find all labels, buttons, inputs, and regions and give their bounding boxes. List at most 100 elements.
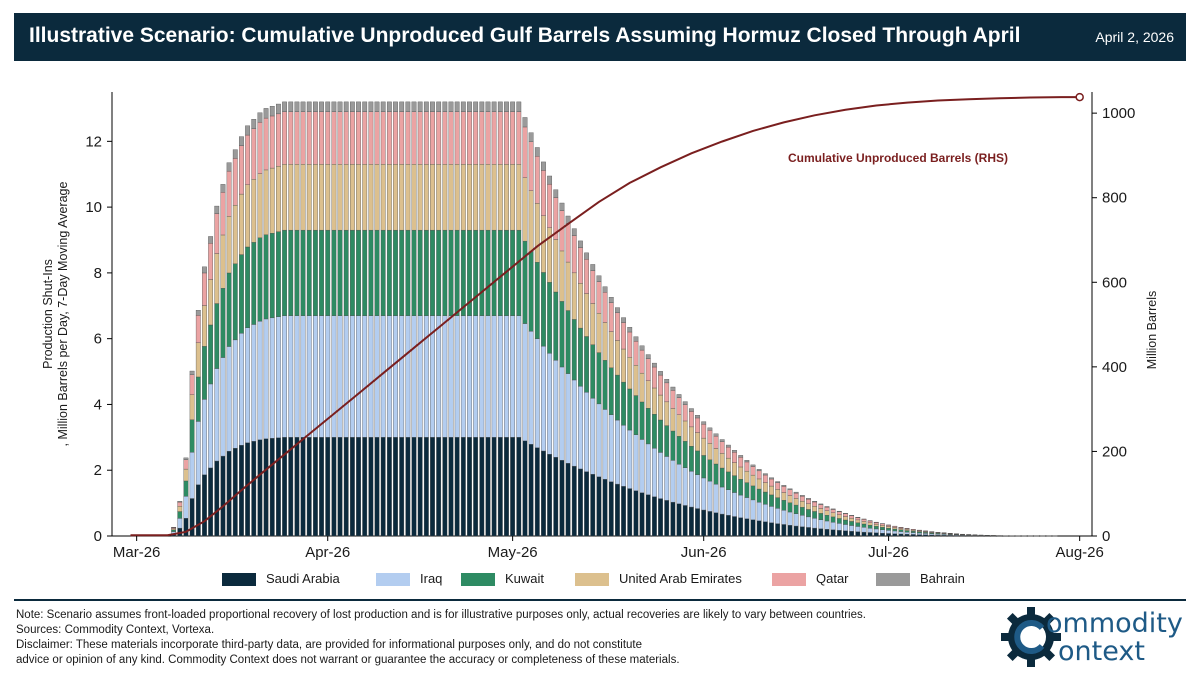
bar-segment <box>861 527 867 533</box>
bar-segment <box>769 506 774 523</box>
bar-segment <box>639 349 645 374</box>
bar-segment <box>189 370 195 375</box>
legend-label-bahrain: Bahrain <box>920 571 965 586</box>
bar-segment <box>596 403 602 478</box>
bar-segment <box>849 531 855 537</box>
bar-segment <box>682 404 688 422</box>
bar-segment <box>467 101 472 112</box>
bar-segment <box>528 132 534 142</box>
bar-segment <box>910 532 916 535</box>
bar-segment <box>584 259 589 294</box>
bar-segment <box>208 383 214 469</box>
bar-segment <box>534 203 540 263</box>
bar-segment <box>799 495 805 497</box>
bar-segment <box>621 381 626 426</box>
bar-segment <box>553 360 559 458</box>
bar-segment <box>861 519 867 522</box>
bar-segment <box>491 315 497 438</box>
bar-segment <box>608 414 614 482</box>
bar-segment <box>220 455 226 537</box>
bar-segment <box>448 437 454 537</box>
bar-segment <box>220 184 226 193</box>
bar-segment <box>319 111 324 165</box>
bar-segment <box>541 345 546 452</box>
bar-segment <box>688 426 694 447</box>
bar-segment <box>393 437 398 537</box>
bar-segment <box>855 522 861 527</box>
bar-segment <box>349 229 355 316</box>
bar-segment <box>843 516 848 521</box>
bar-segment <box>682 467 688 506</box>
y-left-tick-label: 6 <box>94 331 102 348</box>
bar-segment <box>269 115 275 169</box>
bar-segment <box>257 173 263 238</box>
bar-segment <box>214 253 220 304</box>
bar-segment <box>873 532 879 537</box>
bar-segment <box>892 530 898 534</box>
bar-segment <box>873 526 879 530</box>
bar-segment <box>843 530 848 537</box>
bar-segment <box>263 234 269 320</box>
bar-segment <box>762 473 768 476</box>
bar-segment <box>208 236 214 244</box>
bar-segment <box>288 229 294 316</box>
bar-segment <box>337 101 343 112</box>
bar-segment <box>861 521 867 525</box>
bar-segment <box>732 475 737 493</box>
bar-segment <box>812 527 818 537</box>
bar-segment <box>504 111 509 165</box>
bar-segment <box>356 111 361 165</box>
bar-segment <box>405 229 411 316</box>
bar-segment <box>904 534 910 537</box>
bar-segment <box>349 111 355 165</box>
bar-segment <box>547 175 553 185</box>
bar-segment <box>565 463 571 537</box>
bar-segment <box>460 315 466 438</box>
bar-segment <box>313 101 318 112</box>
bar-segment <box>818 519 824 529</box>
bar-segment <box>806 516 811 528</box>
bar-segment <box>522 240 528 324</box>
bar-segment <box>491 164 497 231</box>
bar-segment <box>442 111 448 165</box>
bar-segment <box>356 315 361 438</box>
bar-segment <box>695 474 700 509</box>
y-right-tick-label: 200 <box>1102 443 1127 460</box>
bar-segment <box>497 164 503 231</box>
bar-segment <box>497 315 503 438</box>
bar-segment <box>300 101 306 112</box>
bar-segment <box>608 481 614 537</box>
bar-segment <box>534 338 540 448</box>
bar-segment <box>232 158 238 206</box>
bar-segment <box>541 272 546 347</box>
bar-segment <box>590 344 596 399</box>
bar-segment <box>867 532 873 537</box>
bar-segment <box>467 111 472 165</box>
bar-segment <box>374 101 380 112</box>
bar-segment <box>627 357 633 390</box>
bar-segment <box>177 501 183 503</box>
bar-segment <box>300 111 306 165</box>
bar-segment <box>399 164 405 231</box>
bar-segment <box>417 101 423 112</box>
bar-segment <box>682 401 688 405</box>
bar-segment <box>639 492 645 537</box>
bar-segment <box>442 101 448 112</box>
bar-segment <box>627 388 633 431</box>
bar-segment <box>867 520 873 523</box>
logo-text-context: ontext <box>1058 636 1145 667</box>
bar-segment <box>892 526 898 528</box>
bar-segment <box>497 437 503 537</box>
bar-segment <box>775 482 781 490</box>
bar-segment <box>578 327 583 387</box>
bar-segment <box>855 517 861 521</box>
bar-segment <box>725 446 731 459</box>
bar-segment <box>843 519 848 525</box>
bar-segment <box>781 486 787 493</box>
bar-segment <box>713 463 719 485</box>
bar-segment <box>645 380 651 409</box>
bar-segment <box>374 111 380 165</box>
bar-segment <box>602 322 608 361</box>
bar-segment <box>806 503 811 510</box>
bar-segment <box>571 379 577 467</box>
